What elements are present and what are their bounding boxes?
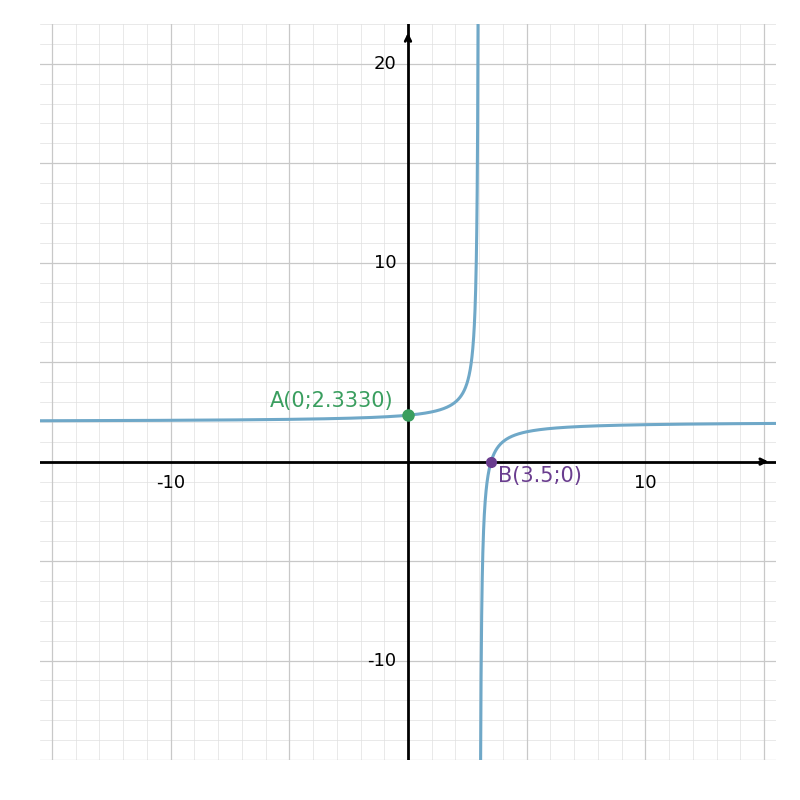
Text: A(0;2.3330): A(0;2.3330): [270, 391, 394, 411]
Text: 10: 10: [374, 254, 396, 272]
Text: -10: -10: [367, 651, 396, 670]
Text: -10: -10: [156, 474, 185, 491]
Text: 20: 20: [374, 54, 396, 73]
Text: 10: 10: [634, 474, 657, 491]
Text: B(3.5;0): B(3.5;0): [498, 466, 582, 486]
